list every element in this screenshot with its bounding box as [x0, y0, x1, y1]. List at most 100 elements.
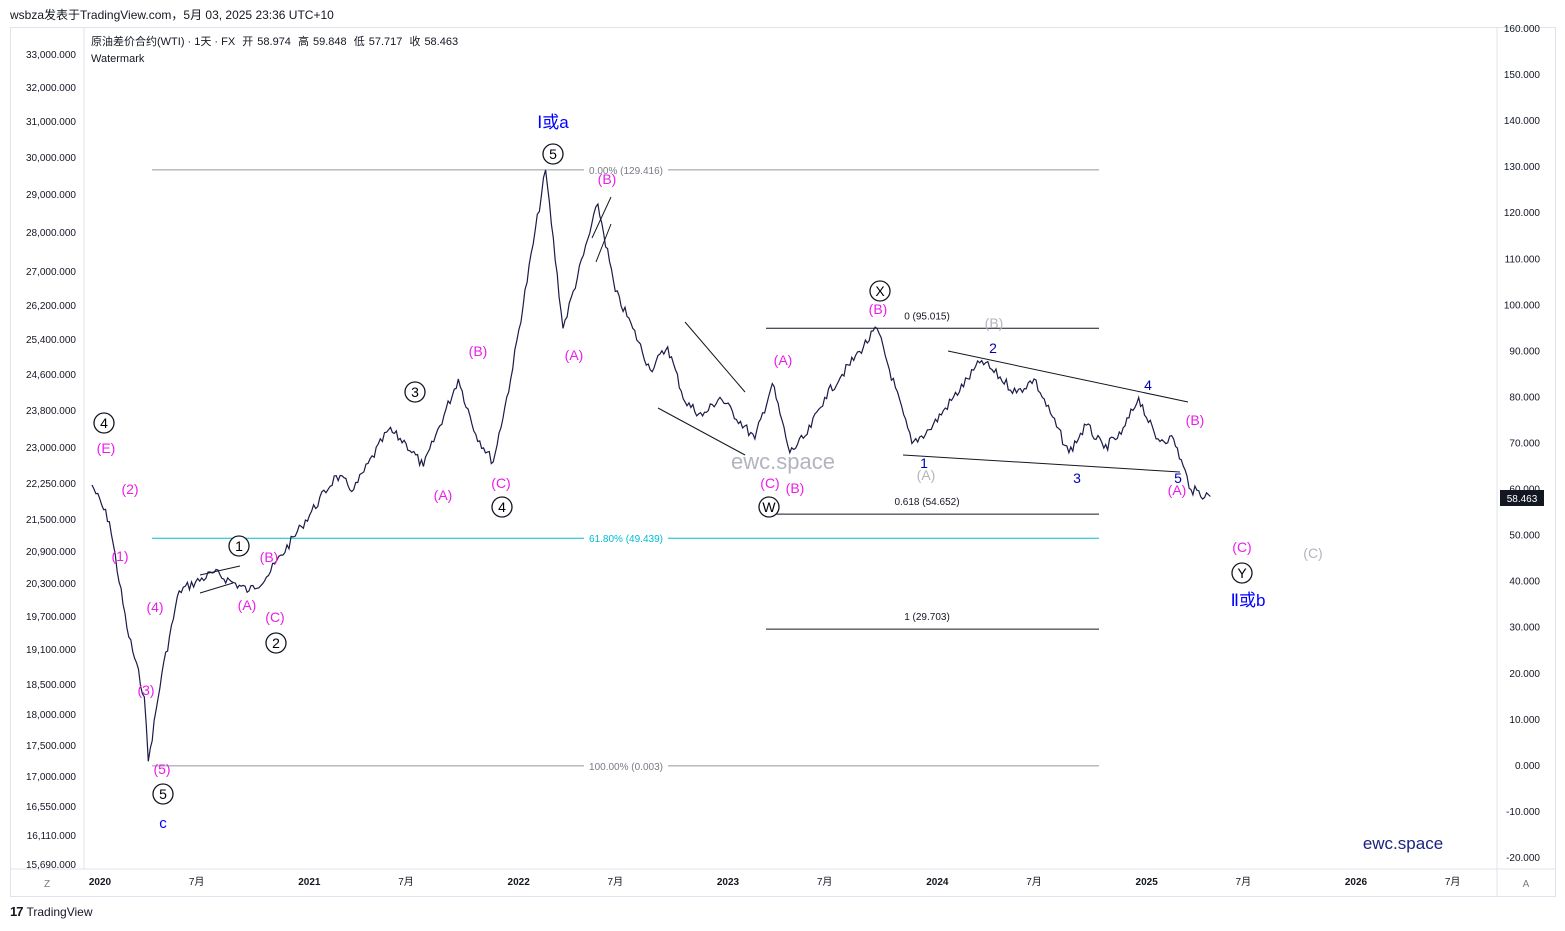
- right-axis-tick: 20.000: [1509, 669, 1540, 680]
- left-axis-tick: 29,000.000: [26, 190, 76, 201]
- wedge-line-upper: [591, 196, 612, 239]
- time-axis-tick: 2021: [298, 877, 321, 888]
- time-axis-tick: 2025: [1136, 877, 1159, 888]
- left-axis-tick: 15,690.000: [26, 860, 76, 871]
- wave-label: (1): [111, 548, 128, 564]
- left-axis-tick: 18,500.000: [26, 680, 76, 691]
- wedge-line-lower: [595, 223, 612, 263]
- right-axis-tick: 40.000: [1509, 577, 1540, 588]
- fib-level-label: 100.00% (0.003): [589, 762, 663, 773]
- high-label: 高: [298, 36, 309, 48]
- wave-label: (B): [1186, 412, 1205, 428]
- left-axis-tick: 18,000.000: [26, 710, 76, 721]
- wave-label-circle: [93, 412, 115, 434]
- wave-label: 4: [498, 499, 506, 515]
- tradingview-logo-icon: 17: [10, 904, 24, 919]
- wave-label-circle: [869, 280, 891, 302]
- wave-label: (B): [469, 343, 488, 359]
- left-axis-tick: 25,400.000: [26, 335, 76, 346]
- open-label: 开: [242, 36, 254, 48]
- channel-line-lower: [657, 407, 746, 456]
- symbol-title[interactable]: 原油差价合约(WTI) · 1天 · FX: [91, 36, 236, 48]
- fib-level-label: 61.80% (49.439): [589, 534, 663, 545]
- wave-label: X: [875, 283, 885, 299]
- time-axis-tick: 7月: [1026, 876, 1042, 888]
- wave-label-circle: [491, 496, 513, 518]
- left-axis-tick: 32,000.000: [26, 83, 76, 94]
- left-axis-tick: 23,800.000: [26, 406, 76, 417]
- wave-label-circle: [1231, 562, 1253, 584]
- time-axis-tick: 2024: [926, 877, 949, 888]
- time-axis-tick: 7月: [608, 876, 624, 888]
- fib-level-label: 1 (29.703): [904, 612, 950, 623]
- wave-label: (E): [97, 440, 116, 456]
- wave-label: (B): [786, 480, 805, 496]
- wave-label: (C): [491, 475, 510, 491]
- last-price-badge: [1500, 490, 1544, 506]
- left-axis-tick: 16,550.000: [26, 802, 76, 813]
- triangle-leg-label: 5: [1174, 470, 1182, 486]
- wave-label: (2): [121, 481, 138, 497]
- wave-label-circle: [404, 381, 426, 403]
- wave-label: Y: [1237, 565, 1247, 581]
- wave-label: 3: [411, 384, 419, 400]
- watermark-text: ewc.space: [1363, 834, 1443, 853]
- fib-level-label: 0.618 (54.652): [894, 497, 959, 508]
- right-axis-tick: -20.000: [1506, 853, 1540, 864]
- time-axis-tick: 7月: [817, 876, 833, 888]
- wave-label: 5: [159, 786, 167, 802]
- wave-label: (A): [917, 467, 936, 483]
- wave-label: (C): [1232, 539, 1251, 555]
- right-axis-tick: 0.000: [1515, 761, 1540, 772]
- left-axis-tick: 31,000.000: [26, 117, 76, 128]
- low-label: 低: [353, 36, 365, 48]
- right-axis-tick: 160.000: [1504, 24, 1541, 35]
- left-axis-tick: 22,250.000: [26, 479, 76, 490]
- flag-line-lower: [199, 582, 234, 594]
- left-axis-tick: 33,000.000: [26, 50, 76, 61]
- auto-scale-button[interactable]: A: [1523, 879, 1530, 890]
- right-axis-tick: 30.000: [1509, 623, 1540, 634]
- left-axis-tick: 17,500.000: [26, 741, 76, 752]
- fib-label-bg: [584, 531, 668, 545]
- left-axis-tick: 19,100.000: [26, 645, 76, 656]
- wave-label: (4): [146, 599, 163, 615]
- wave-label-circle: [228, 535, 250, 557]
- left-axis-tick: 26,200.000: [26, 301, 76, 312]
- wave-label: Ⅱ或b: [1231, 591, 1266, 610]
- wave-labels: Ⅰ或a Ⅱ或b c 5 5 4 4 3 2 1 W X Y (A) (A) (A) (A) (A) (B) (B) (B…: [93, 113, 1323, 832]
- watermark-label: Watermark: [91, 53, 145, 65]
- corner-left-button[interactable]: Z: [44, 879, 50, 890]
- wave-label: (5): [153, 761, 170, 777]
- time-axis-tick: 7月: [398, 876, 414, 888]
- wave-label-circle: [152, 783, 174, 805]
- right-axis-tick: 90.000: [1509, 346, 1540, 357]
- right-axis-tick: -10.000: [1506, 807, 1540, 818]
- fib-level-label: 0 (95.015): [904, 311, 950, 322]
- time-axis[interactable]: 2020 7月 2021 7月 2022 7月 2023 7月 2024 7月 2025 7月 2026…: [89, 876, 1461, 888]
- open-value: 58.974: [257, 36, 291, 48]
- trendlines: [199, 196, 1189, 594]
- triangle-leg-label: 3: [1073, 470, 1081, 486]
- triangle-line-upper: [947, 350, 1189, 403]
- right-axis-tick: 110.000: [1505, 254, 1541, 265]
- triangle-leg-label: 2: [989, 340, 997, 356]
- wave-label-circle: [758, 496, 780, 518]
- publisher-line: wsbza发表于TradingView.com，5月 03, 2025 23:3…: [10, 8, 334, 22]
- right-axis-tick: 70.000: [1509, 439, 1540, 450]
- right-axis[interactable]: 160.000 150.000 140.000 130.000 120.000 110.0…: [1504, 24, 1541, 864]
- left-axis-tick: 21,500.000: [26, 515, 76, 526]
- watermark-text: ewc.space: [731, 449, 835, 474]
- price-series-line[interactable]: [91, 169, 1211, 762]
- right-axis-tick: 80.000: [1509, 392, 1540, 403]
- watermarks: ewc.space ewc.space: [731, 449, 1443, 853]
- wave-label: (C): [760, 475, 779, 491]
- time-axis-tick: 7月: [189, 876, 205, 888]
- left-axis: 33,000.000 32,000.000 31,000.000 30,000.000…: [26, 50, 76, 871]
- left-axis-tick: 20,300.000: [26, 579, 76, 590]
- wave-label: (A): [774, 352, 793, 368]
- channel-line-upper: [684, 321, 746, 393]
- close-value: 58.463: [424, 36, 459, 48]
- wave-label: (A): [1168, 482, 1187, 498]
